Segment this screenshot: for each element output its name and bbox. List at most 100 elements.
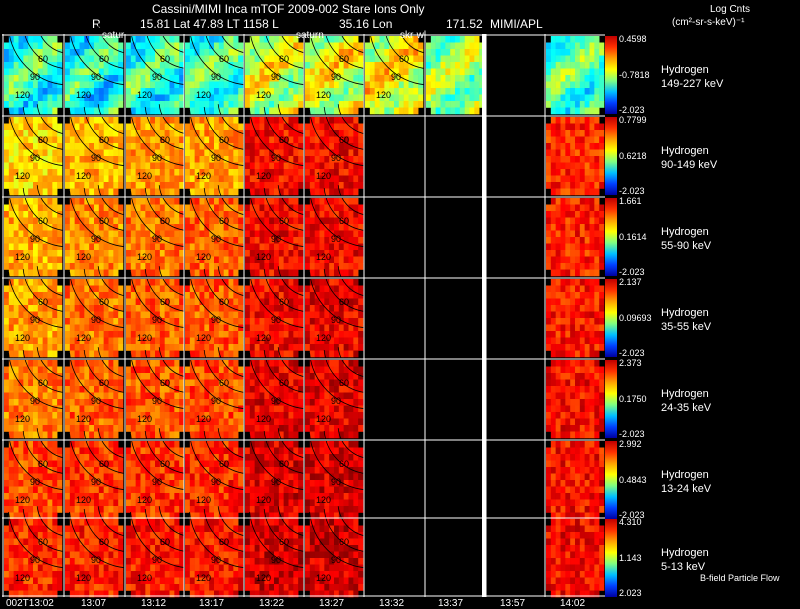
colorbar-mid: 1.143 <box>619 553 642 563</box>
image-cell <box>546 36 605 115</box>
contour-label: 90 <box>211 315 221 325</box>
contour-label: 60 <box>160 378 170 388</box>
image-cell <box>365 279 423 357</box>
contour-label: 120 <box>256 333 271 343</box>
contour-label: 90 <box>91 477 101 487</box>
colorbar-mid: 0.1614 <box>619 232 647 242</box>
contour-label: 120 <box>15 90 30 100</box>
contour-label: 120 <box>137 90 152 100</box>
contour-label: 90 <box>331 234 341 244</box>
contour-label: 60 <box>219 378 229 388</box>
colorbar-min: 2.023 <box>619 588 642 598</box>
contour-label: 120 <box>137 171 152 181</box>
colorbar-min: -2.023 <box>619 348 645 358</box>
missing-data-cell <box>365 441 423 519</box>
contour-label: 120 <box>316 573 331 583</box>
contour-label: 60 <box>279 537 289 547</box>
contour-label: 120 <box>196 495 211 505</box>
contour-label: 90 <box>331 396 341 406</box>
contour-label: 120 <box>76 414 91 424</box>
contour-label: 120 <box>196 252 211 262</box>
contour-label: 120 <box>316 495 331 505</box>
contour-label: 90 <box>271 72 281 82</box>
contour-label: 60 <box>99 297 109 307</box>
contour-label: 60 <box>219 54 229 64</box>
contour-label: 60 <box>339 459 349 469</box>
contour-label: 90 <box>30 555 40 565</box>
time-tick-label: 13:17 <box>199 598 225 609</box>
contour-label: 60 <box>219 537 229 547</box>
contour-label: 60 <box>160 216 170 226</box>
colorbar-mid: 0.09693 <box>619 313 652 323</box>
contour-label: 60 <box>339 135 349 145</box>
contour-label: 90 <box>331 72 341 82</box>
time-tick-label: 13:22 <box>259 598 285 609</box>
channel-energy: 5-13 keV <box>661 561 706 573</box>
contour-label: 90 <box>91 72 101 82</box>
colorbar <box>605 36 617 114</box>
contour-label: 90 <box>271 477 281 487</box>
contour-label: 90 <box>152 315 162 325</box>
contour-label: 90 <box>30 72 40 82</box>
colorbar-max: 2.373 <box>619 358 642 368</box>
contour-label: 60 <box>219 297 229 307</box>
colorbar-mid: 0.4843 <box>619 475 647 485</box>
contour-label: 60 <box>38 297 48 307</box>
contour-label: 120 <box>316 90 331 100</box>
channel-species: Hydrogen <box>661 145 709 157</box>
time-tick-label: 14:02 <box>560 598 586 609</box>
channel-energy: 55-90 keV <box>661 240 712 252</box>
channel-energy: 149-227 keV <box>661 78 724 90</box>
contour-label: 90 <box>91 396 101 406</box>
image-cell <box>546 519 605 598</box>
contour-label: 90 <box>91 234 101 244</box>
contour-label: 120 <box>15 171 30 181</box>
contour-label: 60 <box>279 135 289 145</box>
contour-label: 90 <box>30 396 40 406</box>
contour-label: 120 <box>15 495 30 505</box>
missing-data-cell <box>365 279 423 357</box>
contour-label: 120 <box>76 90 91 100</box>
contour-label: 120 <box>137 495 152 505</box>
contour-label: 60 <box>160 135 170 145</box>
contour-label: 120 <box>137 252 152 262</box>
image-cell <box>426 360 484 438</box>
contour-label: 90 <box>30 234 40 244</box>
contour-label: 90 <box>91 153 101 163</box>
r-label: R <box>92 17 101 31</box>
contour-label: 120 <box>76 333 91 343</box>
contour-label: 60 <box>339 537 349 547</box>
contour-label: 90 <box>30 315 40 325</box>
time-tick-label: 13:07 <box>81 598 107 609</box>
colorbar <box>605 117 617 195</box>
time-tick-label: 002T13:02 <box>6 598 54 609</box>
contour-label: 90 <box>391 72 401 82</box>
contour-label: 90 <box>331 315 341 325</box>
channel-energy: 13-24 keV <box>661 483 712 495</box>
contour-label: 90 <box>271 153 281 163</box>
contour-label: 90 <box>211 555 221 565</box>
contour-label: 60 <box>399 54 409 64</box>
contour-label: 60 <box>160 54 170 64</box>
contour-label: 120 <box>256 90 271 100</box>
time-tick-label: 13:32 <box>379 598 405 609</box>
contour-label: 60 <box>99 537 109 547</box>
